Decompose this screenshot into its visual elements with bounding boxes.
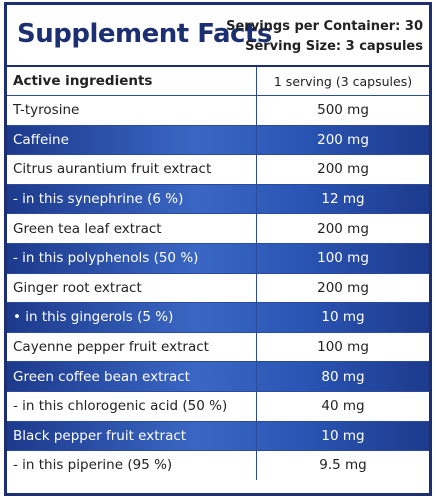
ingredient-name: Black pepper fruit extract [7, 421, 257, 451]
ingredient-name: - in this chlorogenic acid (50 %) [7, 391, 257, 421]
ingredient-name: Ginger root extract [7, 273, 257, 303]
ingredient-name: • in this gingerols (5 %) [7, 303, 257, 332]
ingredient-amount: 500 mg [317, 102, 369, 119]
ingredient-name: - in this synephrine (6 %) [7, 184, 257, 214]
ingredient-name: Cayenne pepper fruit extract [7, 332, 257, 362]
column-header: 1 serving (3 capsules) [273, 73, 413, 89]
ingredient-name: - in this polyphenols (50 %) [7, 243, 257, 273]
ingredient-amount: 10 mg [321, 427, 365, 444]
table-row: • in this gingerols (5 %) 10 mg [7, 302, 429, 332]
supplement-facts-panel: Supplement Facts Servings per Container:… [4, 2, 432, 496]
table-row: - in this polyphenols (50 %) 100 mg [7, 242, 429, 273]
title: Supplement Facts [17, 19, 272, 49]
ingredient-amount: 80 mg [321, 368, 365, 385]
ingredient-amount: 200 mg [317, 220, 369, 237]
table-row: Citrus aurantium fruit extract 200 mg [7, 154, 429, 184]
ingredient-name: Green tea leaf extract [7, 214, 257, 243]
ingredient-name: T-tyrosine [7, 96, 257, 125]
column-header: Active ingredients [7, 67, 257, 95]
table-row: Caffeine 200 mg [7, 124, 429, 155]
ingredient-amount: 200 mg [317, 131, 369, 148]
table-row: - in this piperine (95 %) 9.5 mg [7, 450, 429, 480]
table-row: Green coffee bean extract 80 mg [7, 361, 429, 391]
serving-size: Serving Size: 3 capsules [245, 39, 423, 54]
table-row: T-tyrosine 500 mg [7, 95, 429, 125]
table-row: Green tea leaf extract 200 mg [7, 213, 429, 243]
ingredient-amount: 9.5 mg [319, 457, 367, 474]
ingredients-table: Active ingredients 1 serving (3 capsules… [7, 65, 429, 480]
ingredient-amount: 10 mg [321, 309, 365, 326]
ingredient-amount: 12 mg [321, 191, 365, 208]
ingredient-name: Caffeine [7, 125, 257, 155]
table-row: - in this chlorogenic acid (50 %) 40 mg [7, 390, 429, 421]
ingredient-name: - in this piperine (95 %) [7, 451, 257, 480]
ingredient-amount: 200 mg [317, 279, 369, 296]
table-row: Ginger root extract 200 mg [7, 272, 429, 303]
table-row: - in this synephrine (6 %) 12 mg [7, 183, 429, 214]
servings-per-container: Servings per Container: 30 [226, 19, 423, 34]
header: Supplement Facts Servings per Container:… [7, 5, 429, 65]
table-header: Active ingredients 1 serving (3 capsules… [7, 65, 429, 95]
ingredient-amount: 100 mg [317, 339, 369, 356]
table-row: Black pepper fruit extract 10 mg [7, 420, 429, 451]
ingredient-name: Citrus aurantium fruit extract [7, 155, 257, 184]
ingredient-amount: 40 mg [321, 398, 365, 415]
table-row: Cayenne pepper fruit extract 100 mg [7, 331, 429, 362]
ingredient-amount: 100 mg [317, 250, 369, 267]
ingredient-name: Green coffee bean extract [7, 362, 257, 391]
ingredient-amount: 200 mg [317, 161, 369, 178]
